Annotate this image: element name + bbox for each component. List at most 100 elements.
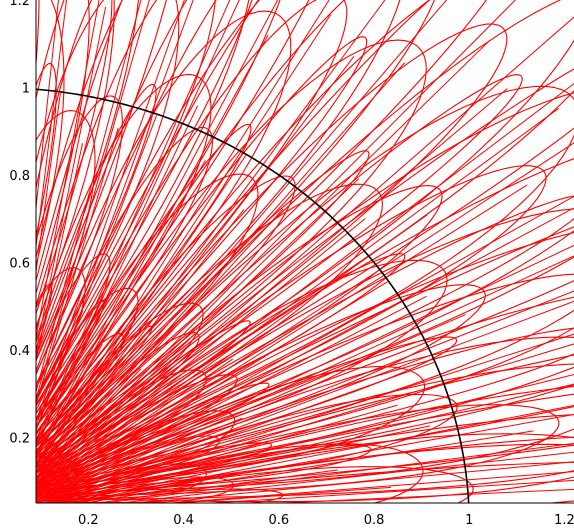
- red-loop-line: [36, 0, 250, 407]
- red-ray-line: [36, 115, 158, 431]
- red-loop-line: [36, 336, 458, 489]
- red-loop-line: [44, 466, 474, 503]
- red-ray-line: [36, 0, 59, 213]
- red-ray-line: [57, 383, 574, 503]
- red-loop-line: [36, 95, 123, 375]
- y-tick-label: 0.8: [9, 169, 30, 184]
- red-loop-line: [36, 226, 574, 485]
- y-tick-label: 1: [22, 81, 30, 96]
- red-ray-line: [36, 343, 103, 460]
- red-loop-line: [0, 303, 32, 474]
- red-loop-line: [36, 110, 96, 363]
- red-loop-line: [36, 0, 40, 71]
- red-loop-line: [36, 36, 368, 445]
- red-loop-line: [36, 0, 65, 268]
- red-loop-line: [36, 0, 487, 453]
- red-ray-line: [36, 0, 185, 423]
- red-loop-line: [36, 185, 443, 473]
- red-ray-line: [36, 281, 388, 497]
- x-tick-labels: 0.2 0.4 0.6 0.8 1 1.2: [78, 513, 574, 528]
- red-ray-line: [36, 178, 360, 486]
- red-ray-line: [164, 471, 574, 503]
- red-loop-line: [36, 195, 574, 481]
- red-ray-line: [135, 461, 574, 503]
- red-loop-line: [36, 74, 523, 467]
- red-loop-line: [36, 232, 574, 489]
- red-ray-line: [173, 486, 392, 503]
- red-ray-line: [0, 0, 3, 516]
- x-tick-label: 0.8: [364, 513, 385, 528]
- unit-circle-arc: [36, 88, 470, 503]
- red-loop-line: [36, 0, 115, 329]
- red-ray-line: [36, 34, 269, 457]
- red-loop-line: [36, 0, 348, 439]
- x-tick-label: 1: [465, 513, 473, 528]
- red-loop-line: [36, 62, 57, 240]
- red-loop-line: [36, 126, 214, 428]
- red-loop-line: [36, 165, 547, 478]
- y-tick-labels: 0.2 0.4 0.6 0.8 1 1.2: [9, 0, 30, 446]
- red-loop-line: [44, 436, 574, 503]
- x-tick-label: 0.2: [78, 513, 99, 528]
- red-ray-line: [36, 208, 284, 481]
- red-loop-line: [36, 85, 574, 474]
- x-tick-label: 0.6: [268, 513, 289, 528]
- red-loop-line: [36, 327, 574, 492]
- red-loop-line: [36, 253, 406, 477]
- red-ray-line: [36, 62, 405, 480]
- red-loop-line: [36, 0, 574, 468]
- red-ray-line: [36, 214, 428, 494]
- red-ray-line: [36, 92, 61, 276]
- red-ray-line: [115, 451, 574, 503]
- red-loop-line: [36, 0, 253, 407]
- red-ray-line: [36, 127, 119, 406]
- red-ray-line: [36, 155, 247, 468]
- red-ray-line: [204, 479, 574, 503]
- red-ray-line: [36, 373, 183, 491]
- red-ray-line: [36, 39, 491, 485]
- red-loop-line: [36, 150, 370, 461]
- y-tick-label: 1.2: [9, 0, 30, 9]
- red-loop-line: [36, 259, 448, 482]
- red-ray-line: [36, 314, 466, 503]
- red-ray-line: [36, 218, 366, 490]
- x-tick-label: 1.2: [554, 513, 574, 528]
- red-ray-line: [81, 430, 534, 503]
- red-ray-line: [3, 298, 33, 516]
- red-loop-line: [41, 404, 560, 498]
- red-ray-line: [36, 295, 427, 500]
- red-ray-line: [36, 0, 517, 484]
- red-loop-line: [0, 83, 33, 475]
- red-ray-line: [3, 516, 243, 517]
- red-ray-line: [36, 0, 194, 428]
- red-ray-line: [36, 0, 386, 472]
- red-loop-line: [36, 83, 157, 386]
- red-ray-line: [36, 0, 100, 341]
- red-loop-line: [39, 336, 574, 495]
- red-loop-line: [41, 444, 372, 498]
- red-ray-line: [42, 333, 574, 503]
- red-ray-line: [36, 195, 574, 499]
- red-loop-line: [36, 39, 427, 458]
- red-ray-line: [36, 413, 212, 501]
- red-ray-line: [36, 0, 240, 445]
- red-ray-line: [41, 450, 204, 503]
- red-loop-line: [41, 363, 574, 503]
- red-ray-line: [36, 0, 279, 455]
- red-ray-line: [36, 16, 574, 488]
- red-ray-line: [62, 425, 431, 503]
- red-loop-line: [43, 385, 574, 503]
- red-loop-line: [39, 354, 574, 495]
- red-loop-line: [36, 0, 113, 316]
- red-ray-line: [38, 361, 435, 503]
- red-ray-line: [36, 244, 574, 501]
- red-ray-line: [36, 0, 67, 251]
- red-ray-line: [36, 368, 142, 482]
- red-loop-line: [36, 0, 574, 464]
- red-loop-line: [0, 0, 8, 476]
- x-tick-label: 0.4: [173, 513, 194, 528]
- red-ray-line: [36, 14, 332, 467]
- y-tick-label: 0.2: [9, 431, 30, 446]
- red-ray-line: [36, 377, 114, 476]
